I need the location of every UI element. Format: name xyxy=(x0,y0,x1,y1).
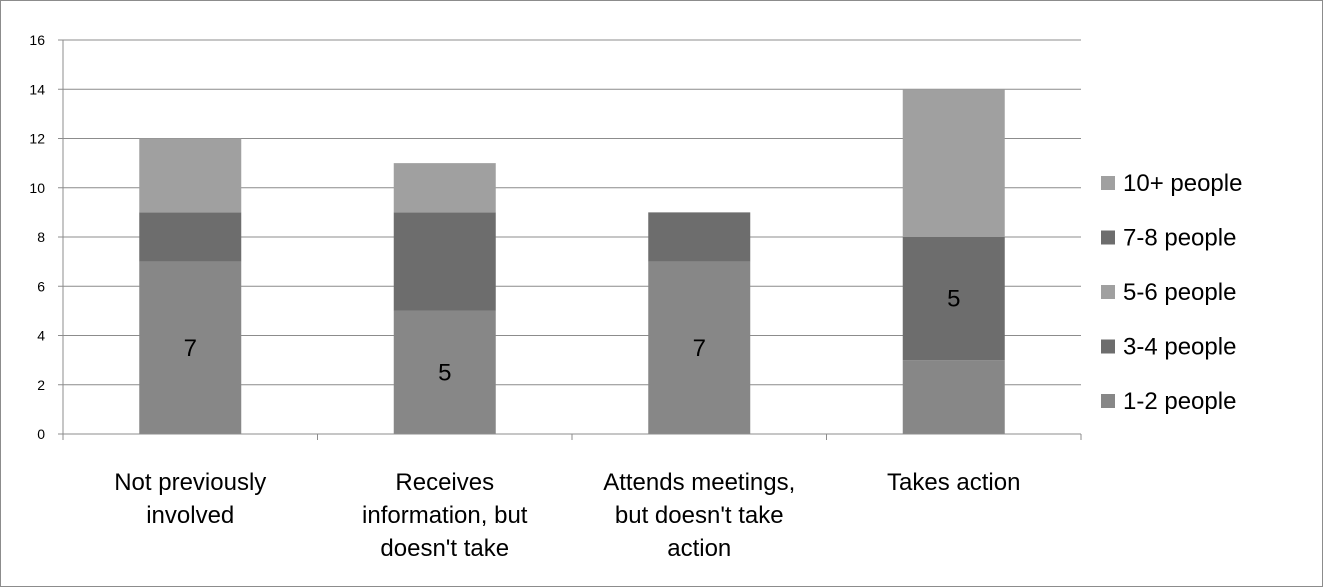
legend-swatch xyxy=(1101,176,1115,190)
legend-swatch xyxy=(1101,394,1115,408)
bar-segment-5-6-people xyxy=(393,163,496,213)
y-tick-label: 10 xyxy=(29,180,45,196)
bar-segment-3-4-people xyxy=(139,212,242,262)
bar-segment-1-2-people xyxy=(648,261,751,434)
category-label: Attends meetings, xyxy=(603,469,795,496)
bar-segment-7-8-people xyxy=(648,212,751,237)
y-tick-label: 16 xyxy=(29,32,45,48)
category-label: but doesn't take xyxy=(615,502,784,529)
y-tick-label: 8 xyxy=(37,229,45,245)
category-label: Receives xyxy=(395,469,494,496)
category-label: Takes action xyxy=(887,469,1020,496)
y-tick-label: 14 xyxy=(29,81,45,97)
category-labels: Not previously involved Receives informatio… xyxy=(114,469,1020,562)
bar-segment-1-2-people xyxy=(393,310,496,434)
legend-swatch xyxy=(1101,230,1115,245)
data-label: 5 xyxy=(438,359,451,386)
data-labels: 7 5 7 5 xyxy=(184,286,961,387)
category-label: Not previously xyxy=(114,469,266,496)
bar-segment-5-6-people xyxy=(902,89,1005,237)
axes xyxy=(58,39,1082,440)
category-label: involved xyxy=(146,502,234,529)
data-label: 7 xyxy=(184,335,197,362)
legend-label: 10+ people xyxy=(1123,170,1242,197)
category-label: information, but xyxy=(362,502,528,529)
legend-label: 1-2 people xyxy=(1123,388,1236,415)
bar-segment-3-4-people xyxy=(902,237,1005,361)
y-tick-label: 4 xyxy=(37,328,45,344)
bar-segment-3-4-people xyxy=(648,237,751,262)
bars xyxy=(139,89,1005,434)
y-tick-label: 2 xyxy=(37,377,45,393)
data-label: 5 xyxy=(947,286,960,313)
y-tick-labels: 0 2 4 6 8 10 12 14 16 xyxy=(29,32,45,442)
bar-segment-3-4-people xyxy=(393,212,496,311)
bar-segment-1-2-people xyxy=(139,261,242,434)
y-tick-label: 0 xyxy=(37,426,45,442)
legend-label: 3-4 people xyxy=(1123,334,1236,361)
legend-label: 7-8 people xyxy=(1123,225,1236,252)
category-label: action xyxy=(667,535,731,562)
y-tick-label: 6 xyxy=(37,278,45,294)
bar-segment-5-6-people xyxy=(139,138,242,213)
legend: 10+ people 7-8 people 5-6 people 3-4 people… xyxy=(1101,170,1242,415)
bar-segment-1-2-people xyxy=(902,360,1005,434)
legend-label: 5-6 people xyxy=(1123,279,1236,306)
category-label: doesn't take xyxy=(380,535,509,562)
legend-swatch xyxy=(1101,285,1115,299)
y-tick-label: 12 xyxy=(29,131,45,147)
legend-swatch xyxy=(1101,339,1115,354)
data-label: 7 xyxy=(693,335,706,362)
